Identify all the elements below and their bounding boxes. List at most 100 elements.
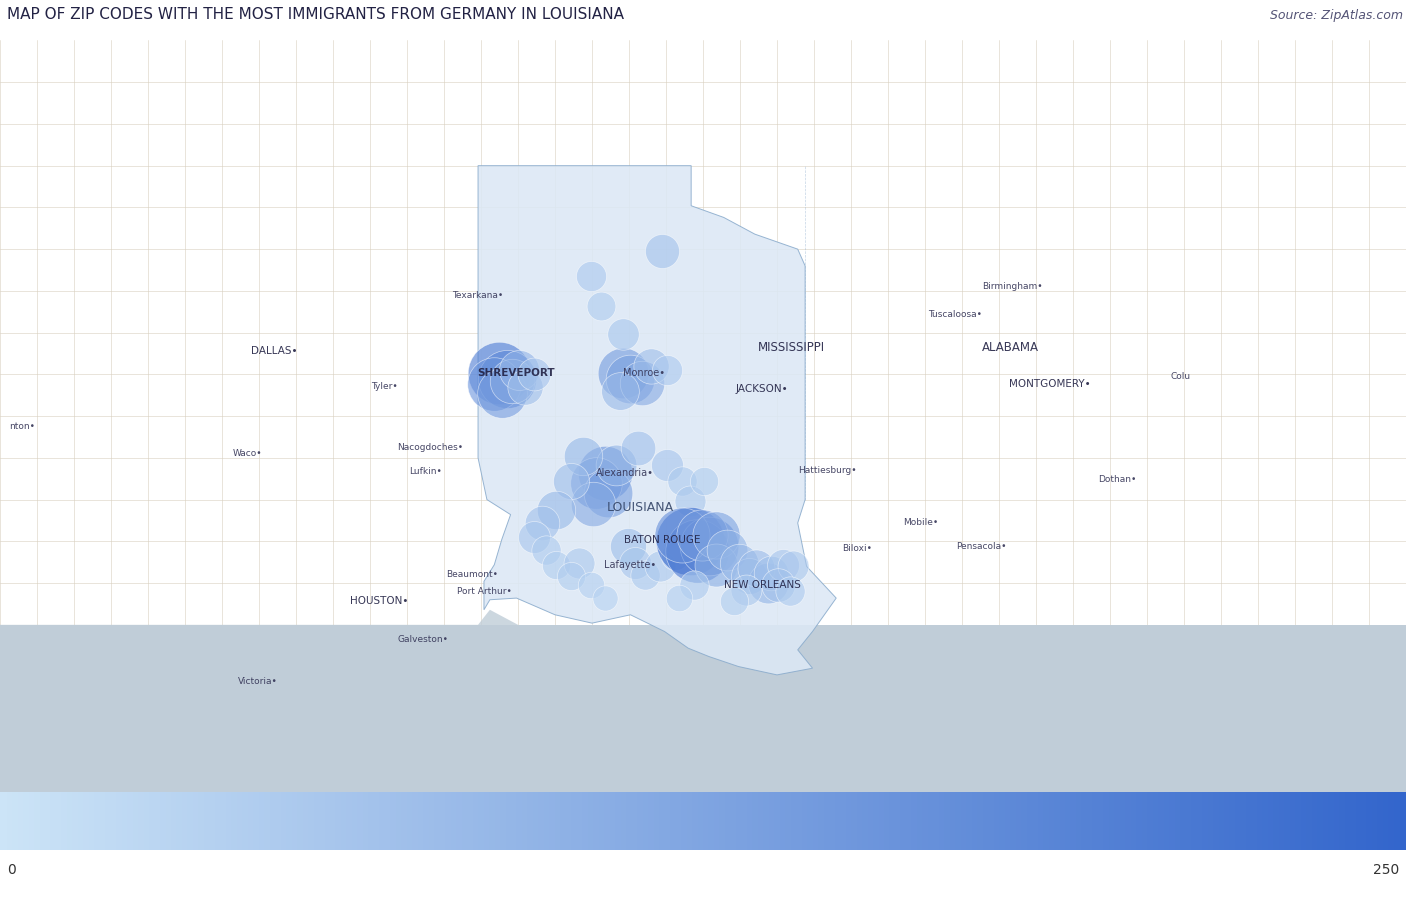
- Point: [631, 376, 654, 390]
- Point: [582, 496, 605, 511]
- Text: 250: 250: [1372, 863, 1399, 877]
- Text: Mobile•: Mobile•: [903, 519, 938, 528]
- Point: [484, 378, 506, 392]
- Point: [624, 556, 647, 570]
- Point: [508, 363, 530, 378]
- Text: Tuscaloosa•: Tuscaloosa•: [928, 310, 981, 319]
- Point: [735, 583, 758, 597]
- Text: Dothan•: Dothan•: [1098, 475, 1136, 484]
- Point: [589, 298, 612, 313]
- Text: SHREVEPORT: SHREVEPORT: [478, 368, 555, 378]
- Point: [496, 371, 519, 386]
- Point: [727, 556, 749, 570]
- Point: [671, 528, 693, 542]
- Point: [560, 474, 582, 488]
- Text: Biloxi•: Biloxi•: [842, 544, 872, 553]
- Point: [595, 591, 617, 605]
- Text: Alexandria•: Alexandria•: [596, 467, 654, 478]
- Text: MAP OF ZIP CODES WITH THE MOST IMMIGRANTS FROM GERMANY IN LOUISIANA: MAP OF ZIP CODES WITH THE MOST IMMIGRANT…: [7, 6, 624, 22]
- Point: [612, 327, 634, 342]
- Point: [579, 577, 602, 592]
- Point: [530, 516, 553, 530]
- Text: Port Arthur•: Port Arthur•: [457, 587, 512, 596]
- Point: [679, 494, 702, 509]
- Text: ALABAMA: ALABAMA: [981, 341, 1039, 354]
- Text: MONTGOMERY•: MONTGOMERY•: [1008, 379, 1090, 389]
- Point: [679, 534, 702, 548]
- Point: [572, 449, 595, 463]
- Point: [772, 557, 794, 572]
- Text: Birmingham•: Birmingham•: [981, 282, 1043, 291]
- Point: [488, 366, 510, 380]
- Text: HOUSTON•: HOUSTON•: [350, 596, 408, 607]
- Text: Monroe•: Monroe•: [623, 368, 665, 378]
- Point: [759, 565, 782, 580]
- Point: [585, 476, 607, 490]
- Polygon shape: [0, 625, 1406, 792]
- Text: MISSISSIPPI: MISSISSIPPI: [758, 341, 825, 354]
- Text: NEW ORLEANS: NEW ORLEANS: [724, 580, 800, 590]
- Point: [515, 379, 537, 394]
- Text: BATON ROUGE: BATON ROUGE: [624, 535, 700, 545]
- Text: 0: 0: [7, 863, 15, 877]
- Point: [668, 591, 690, 605]
- Text: DALLAS•: DALLAS•: [250, 346, 297, 356]
- Text: Colu: Colu: [1170, 371, 1191, 380]
- Point: [657, 363, 679, 378]
- Point: [716, 542, 738, 556]
- Point: [768, 577, 790, 592]
- Text: Hattiesburg•: Hattiesburg•: [799, 466, 856, 475]
- Point: [560, 569, 582, 583]
- Polygon shape: [0, 610, 1406, 792]
- Text: Source: ZipAtlas.com: Source: ZipAtlas.com: [1270, 9, 1403, 22]
- Point: [686, 544, 709, 558]
- Point: [612, 366, 634, 380]
- Point: [704, 528, 727, 542]
- Point: [501, 374, 523, 388]
- Point: [605, 458, 627, 472]
- Text: Texarkana•: Texarkana•: [451, 290, 503, 299]
- Text: Lufkin•: Lufkin•: [409, 467, 441, 476]
- Point: [651, 244, 673, 258]
- Text: Tyler•: Tyler•: [371, 382, 398, 391]
- Point: [598, 485, 620, 500]
- Point: [690, 528, 713, 542]
- Point: [779, 584, 801, 599]
- Text: JACKSON•: JACKSON•: [735, 385, 789, 395]
- Point: [697, 539, 720, 554]
- Point: [745, 561, 768, 575]
- Point: [723, 594, 745, 609]
- Point: [523, 367, 546, 381]
- Point: [523, 530, 546, 545]
- Point: [634, 567, 657, 582]
- Point: [627, 441, 650, 455]
- Text: Beaumont•: Beaumont•: [446, 570, 498, 579]
- Text: Nacogdoches•: Nacogdoches•: [398, 443, 464, 452]
- Polygon shape: [478, 165, 837, 675]
- Text: Lafayette•: Lafayette•: [605, 560, 657, 570]
- Point: [782, 559, 804, 574]
- Point: [671, 474, 693, 488]
- Point: [704, 557, 727, 572]
- Point: [534, 542, 557, 556]
- Point: [546, 503, 568, 517]
- Point: [619, 371, 641, 386]
- Point: [579, 269, 602, 283]
- Point: [664, 549, 686, 564]
- Point: [595, 466, 617, 480]
- Text: Waco•: Waco•: [233, 450, 263, 458]
- Point: [491, 386, 513, 400]
- Text: Pensacola•: Pensacola•: [956, 542, 1007, 551]
- Point: [657, 458, 679, 472]
- Point: [609, 384, 631, 398]
- Point: [568, 556, 591, 570]
- Point: [546, 557, 568, 572]
- Point: [683, 577, 706, 592]
- Point: [693, 474, 716, 488]
- Point: [648, 559, 671, 574]
- Text: LOUISIANA: LOUISIANA: [606, 502, 673, 514]
- Point: [738, 569, 761, 583]
- Text: Galveston•: Galveston•: [398, 636, 449, 645]
- Point: [616, 539, 638, 554]
- Text: Victoria•: Victoria•: [238, 677, 277, 686]
